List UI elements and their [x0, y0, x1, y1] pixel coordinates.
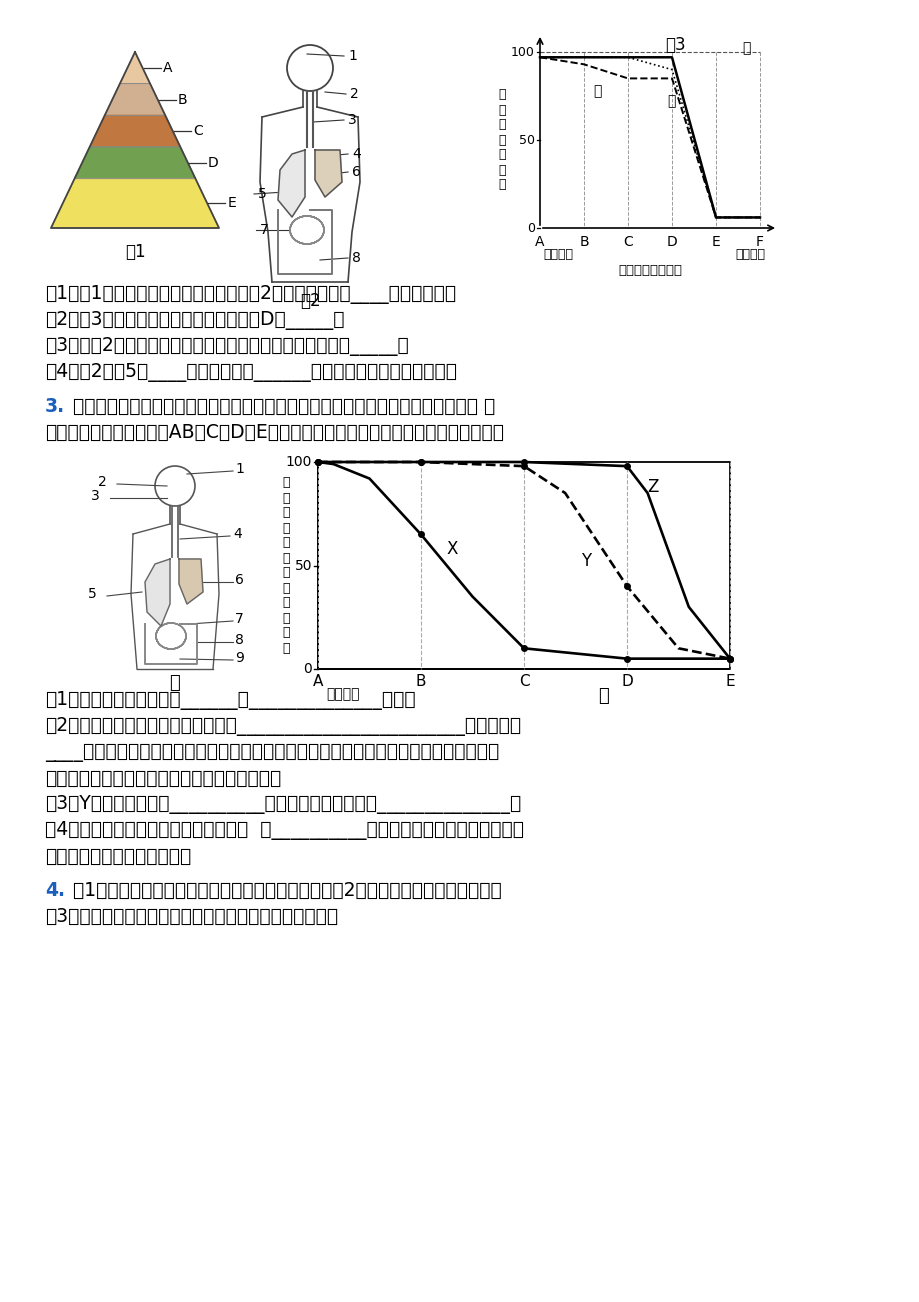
Text: 图1: 图1 [125, 243, 145, 260]
Polygon shape [278, 150, 305, 217]
Text: 食
物
成
分
的
含
量: 食 物 成 分 的 含 量 [498, 89, 505, 191]
Text: 组成消化道的器官: 组成消化道的器官 [618, 264, 681, 277]
Text: 0: 0 [527, 221, 535, 234]
Text: B: B [579, 234, 588, 249]
Text: （口腔）: （口腔） [542, 247, 573, 260]
Text: 图3是膈肌的不同运动状态示意图。请据图回答下列问题：: 图3是膈肌的不同运动状态示意图。请据图回答下列问题： [45, 907, 338, 926]
Text: 1: 1 [234, 462, 244, 477]
Text: A: A [312, 674, 323, 689]
Text: 图1是某人在一次平静呼吸中肺内气压的变化曲线，图2是人体内的气体交换示意图，: 图1是某人在一次平静呼吸中肺内气压的变化曲线，图2是人体内的气体交换示意图， [67, 881, 501, 900]
Text: （2）人体内消化和吸收的主要场所是________________________，由图乙中: （2）人体内消化和吸收的主要场所是_______________________… [45, 717, 520, 736]
Polygon shape [105, 83, 165, 116]
Text: 甲: 甲 [169, 674, 180, 691]
Text: 图3: 图3 [664, 36, 685, 53]
Text: 乙: 乙 [593, 83, 601, 98]
Text: 丙: 丙 [667, 94, 675, 108]
Text: 100: 100 [285, 454, 312, 469]
Text: 中，再经导管流入消化道中。: 中，再经导管流入消化道中。 [45, 848, 191, 866]
Text: Y: Y [580, 552, 590, 570]
Text: 甲: 甲 [742, 42, 750, 55]
Text: X: X [446, 540, 457, 559]
Text: 4: 4 [352, 147, 360, 161]
Text: 4: 4 [233, 527, 242, 542]
Text: 3: 3 [347, 113, 357, 128]
Text: （1）图1中的最底层食物的主要成分在图2消化道的［２］____开始被消化。: （1）图1中的最底层食物的主要成分在图2消化道的［２］____开始被消化。 [45, 285, 456, 303]
Text: （3）在图2中，分泌的消化液中不含消化酶的器官是［６］_____。: （3）在图2中，分泌的消化液中不含消化酶的器官是［６］_____。 [45, 337, 408, 355]
Text: 5: 5 [257, 187, 267, 201]
Text: （肛门）: （肛门） [734, 247, 765, 260]
Text: E: E [711, 234, 720, 249]
Text: E: E [227, 197, 236, 211]
Text: 3.: 3. [45, 397, 65, 417]
Text: C: C [622, 234, 632, 249]
Text: D: D [620, 674, 632, 689]
Text: 2: 2 [98, 475, 107, 490]
Text: Z: Z [646, 478, 658, 496]
Text: 100: 100 [511, 46, 535, 59]
Text: B: B [177, 92, 187, 107]
Text: （1）人体的消化系统是由______和______________构成。: （1）人体的消化系统是由______和______________构成。 [45, 691, 415, 710]
Text: C: C [518, 674, 528, 689]
Text: 1: 1 [347, 49, 357, 62]
Text: D: D [666, 234, 676, 249]
Text: 营
养
物
质
未
被
消
化
的
百
分
比: 营 养 物 质 未 被 消 化 的 百 分 比 [282, 477, 289, 655]
Text: D: D [208, 156, 219, 169]
Text: （4）图2中［5］____分泌的消化液______能消化糖类、脂肪和蛋白质。: （4）图2中［5］____分泌的消化液______能消化糖类、脂肪和蛋白质。 [45, 363, 457, 381]
Text: 0: 0 [303, 661, 312, 676]
Polygon shape [74, 147, 195, 178]
Polygon shape [314, 150, 342, 197]
Text: （4）图甲中，能够分泌胆汁的结构是［  ］__________，其分泌产生的胆汁储存在胆囊: （4）图甲中，能够分泌胆汁的结构是［ ］__________，其分泌产生的胆汁储… [45, 822, 524, 840]
Text: 8: 8 [352, 251, 360, 266]
Text: 4.: 4. [45, 881, 65, 900]
Text: 消化道中各部位（依次用AB、C、D、E表示）被消化的程度，请结合图示回答下列问题: 消化道中各部位（依次用AB、C、D、E表示）被消化的程度，请结合图示回答下列问题 [45, 423, 504, 441]
Text: （2）图3所示消化、吸收的主要场所是［D］_____。: （2）图3所示消化、吸收的主要场所是［D］_____。 [45, 311, 344, 329]
Text: A: A [535, 234, 544, 249]
Text: 7: 7 [234, 612, 244, 626]
Text: 5: 5 [88, 587, 96, 602]
Text: 乙: 乙 [598, 687, 608, 704]
Polygon shape [51, 178, 219, 228]
Text: C: C [193, 124, 202, 138]
Text: 图2: 图2 [300, 292, 320, 310]
Text: ____段（请填写对应字母）表示，该消化器官内表面有许多环形皳襄，皳襄表面有许多绒: ____段（请填写对应字母）表示，该消化器官内表面有许多环形皳襄，皳襄表面有许多… [45, 743, 499, 762]
Text: B: B [415, 674, 425, 689]
Text: 毛状的突起，大大增加了吸收营养物质的面积。: 毛状的突起，大大增加了吸收营养物质的面积。 [45, 769, 281, 788]
Text: A: A [163, 61, 172, 74]
Text: （3）Y所代表的物质是__________，该物质最终被分解为______________。: （3）Y所代表的物质是__________，该物质最终被分解为_________… [45, 796, 521, 814]
Text: E: E [724, 674, 734, 689]
Text: 6: 6 [352, 165, 360, 178]
Text: （口腔）: （口腔） [325, 687, 359, 700]
Text: 8: 8 [234, 633, 244, 647]
Text: 9: 9 [234, 651, 244, 665]
Text: 50: 50 [518, 134, 535, 147]
Polygon shape [89, 116, 180, 147]
Polygon shape [145, 559, 170, 626]
Polygon shape [119, 52, 150, 83]
Text: 50: 50 [294, 559, 312, 573]
Polygon shape [179, 559, 203, 604]
Text: 6: 6 [234, 573, 244, 587]
Text: F: F [755, 234, 763, 249]
Text: 7: 7 [260, 223, 268, 237]
Text: 2: 2 [349, 87, 358, 102]
Text: 3: 3 [91, 490, 100, 503]
Text: 如图所示：图甲是人体消化系统示意图，图乙的曲线分别表示淠粉、脂肪和蛋白质 在: 如图所示：图甲是人体消化系统示意图，图乙的曲线分别表示淠粉、脂肪和蛋白质 在 [67, 397, 494, 417]
